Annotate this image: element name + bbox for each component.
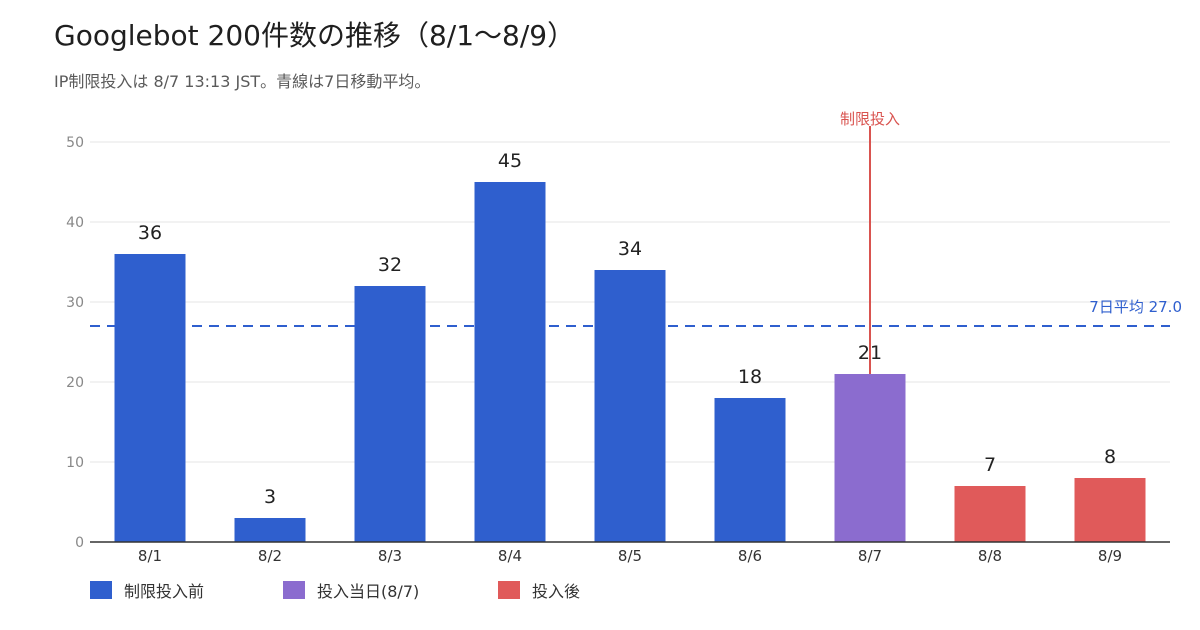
event-marker-label: 制限投入 xyxy=(840,110,900,128)
x-tick-label: 8/3 xyxy=(378,547,402,565)
bar-value-label: 7 xyxy=(984,454,996,476)
x-tick-label: 8/1 xyxy=(138,547,162,565)
y-tick-label: 0 xyxy=(75,535,84,551)
legend-item-day-of: 投入当日(8/7) xyxy=(283,578,419,602)
legend-swatch-before xyxy=(90,581,112,599)
legend-label-after: 投入後 xyxy=(532,582,581,601)
x-tick-label: 8/6 xyxy=(738,547,762,565)
bar-value-label: 45 xyxy=(498,150,522,172)
bar xyxy=(594,270,666,542)
legend-label-day-of: 投入当日(8/7) xyxy=(317,582,420,601)
bar xyxy=(954,486,1026,542)
legend-item-before: 制限投入前 xyxy=(90,578,204,602)
x-tick-label: 8/7 xyxy=(858,547,882,565)
y-tick-label: 50 xyxy=(66,135,84,151)
y-tick-label: 30 xyxy=(66,295,84,311)
x-tick-label: 8/5 xyxy=(618,547,642,565)
bar xyxy=(354,286,426,542)
bar-value-label: 34 xyxy=(618,238,642,260)
y-tick-label: 20 xyxy=(66,375,84,391)
legend-label-before: 制限投入前 xyxy=(124,582,205,601)
average-line-label: 7日平均 27.0 xyxy=(1089,298,1182,316)
bar-value-label: 3 xyxy=(264,486,276,508)
x-tick-label: 8/2 xyxy=(258,547,282,565)
legend-swatch-day-of xyxy=(283,581,305,599)
x-tick-label: 8/8 xyxy=(978,547,1002,565)
bar-value-label: 36 xyxy=(138,222,162,244)
bar-value-label: 32 xyxy=(378,254,402,276)
bar xyxy=(114,254,186,542)
y-tick-label: 10 xyxy=(66,455,84,471)
chart-title: Googlebot 200件数の推移（8/1〜8/9） xyxy=(54,19,576,52)
y-tick-label: 40 xyxy=(66,215,84,231)
bar xyxy=(234,518,306,542)
legend-swatch-after xyxy=(498,581,520,599)
bar xyxy=(474,182,546,542)
x-tick-label: 8/9 xyxy=(1098,547,1122,565)
bar-value-label: 18 xyxy=(738,366,762,388)
chart-subtitle: IP制限投入は 8/7 13:13 JST。青線は7日移動平均。 xyxy=(54,72,431,91)
x-tick-label: 8/4 xyxy=(498,547,522,565)
bar xyxy=(714,398,786,542)
bar xyxy=(834,374,906,542)
bar xyxy=(1074,478,1146,542)
bar-value-label: 8 xyxy=(1104,446,1116,468)
legend-item-after: 投入後 xyxy=(498,578,580,602)
